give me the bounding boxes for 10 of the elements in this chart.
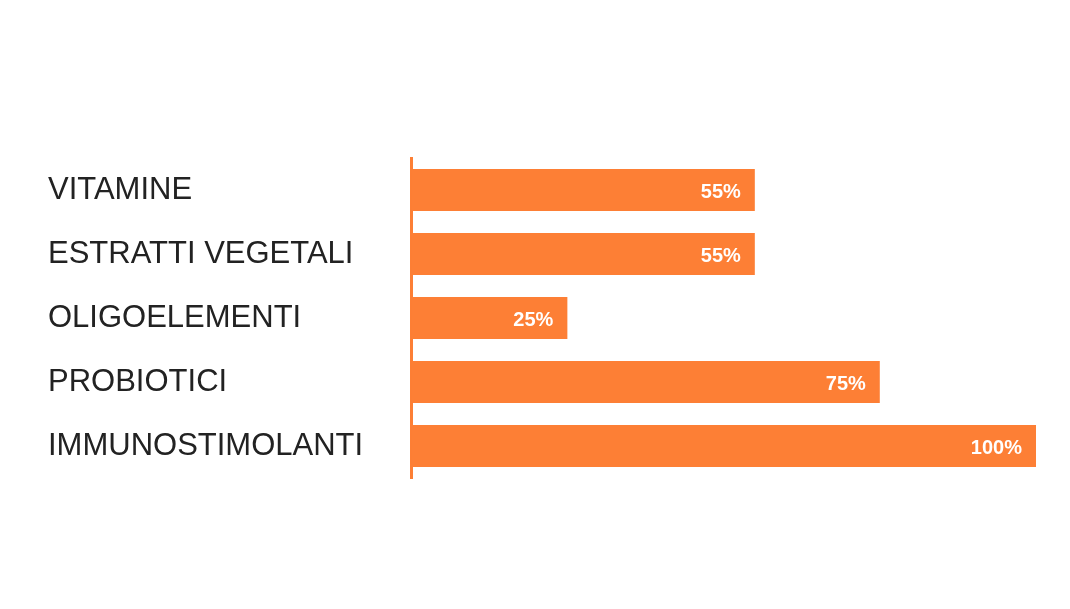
data-label: 55% <box>700 243 742 266</box>
data-label: 55% <box>700 179 742 202</box>
y-tick-label: PROBIOTICI <box>48 362 228 398</box>
data-label: 100% <box>970 435 1023 458</box>
data-label: 75% <box>825 371 867 394</box>
y-tick-label: VITAMINE <box>48 170 193 206</box>
y-tick-label: OLIGOELEMENTI <box>48 298 302 334</box>
y-tick-label: IMMUNOSTIMOLANTI <box>48 426 364 462</box>
y-tick-label: ESTRATTI VEGETALI <box>48 234 354 270</box>
data-label: 25% <box>513 307 554 330</box>
